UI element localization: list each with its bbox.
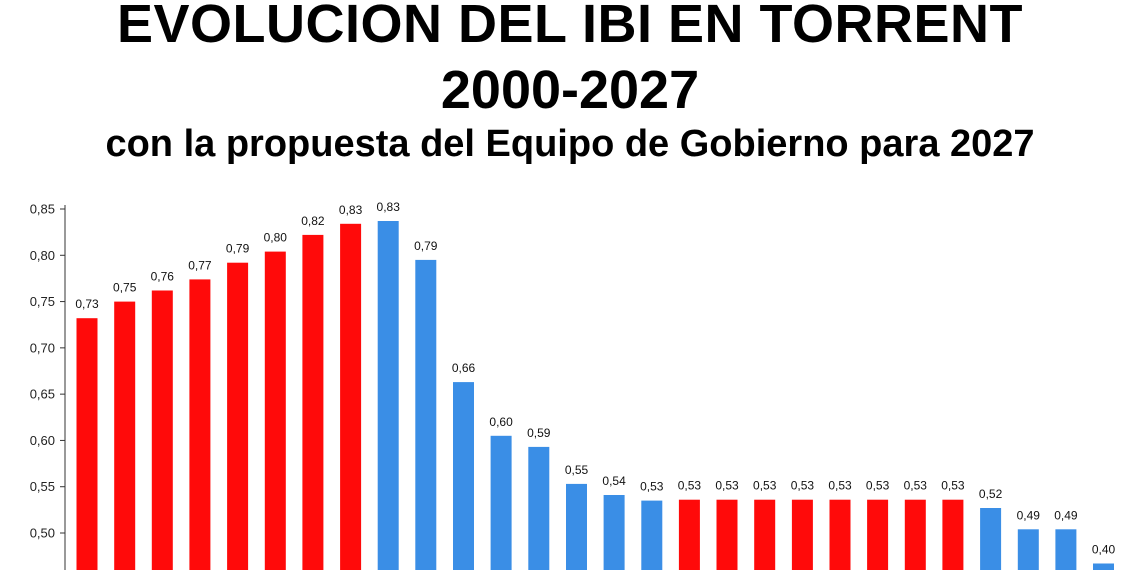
bar-value-label: 0,53 xyxy=(941,479,965,493)
y-tick-label: 0,85 xyxy=(30,202,55,217)
bar xyxy=(415,259,437,570)
bar xyxy=(264,251,286,570)
bar xyxy=(716,499,738,570)
bar-value-label: 0,76 xyxy=(151,270,175,284)
chart-title-line2: 2000-2027 xyxy=(440,60,700,120)
bar-value-label: 0,53 xyxy=(904,479,928,493)
bar-value-label: 0,53 xyxy=(866,479,890,493)
bar-value-label: 0,53 xyxy=(715,479,739,493)
bar xyxy=(76,318,98,570)
bar-value-label: 0,66 xyxy=(452,361,476,375)
bar xyxy=(227,262,249,570)
bar xyxy=(453,382,474,570)
bar xyxy=(528,446,550,570)
bar xyxy=(1017,529,1039,570)
bar-value-label: 0,59 xyxy=(527,426,551,440)
bar-value-label: 0,49 xyxy=(1017,508,1041,522)
y-tick-label: 0,65 xyxy=(30,387,55,402)
y-tick-label: 0,55 xyxy=(30,479,55,494)
bar xyxy=(151,290,173,570)
bar xyxy=(377,221,399,570)
bar xyxy=(678,499,700,570)
y-tick-label: 0,80 xyxy=(30,248,55,263)
bar-value-label: 0,55 xyxy=(565,463,589,477)
y-tick-label: 0,75 xyxy=(30,294,55,309)
y-tick-label: 0,50 xyxy=(30,526,55,541)
bar-value-label: 0,52 xyxy=(979,487,1003,501)
bar xyxy=(904,499,926,570)
bar-value-label: 0,80 xyxy=(264,231,288,245)
bar-value-label: 0,83 xyxy=(377,200,401,214)
bar xyxy=(980,508,1002,570)
bar-value-label: 0,40 xyxy=(1092,543,1116,557)
bar xyxy=(114,301,136,570)
bar-value-label: 0,77 xyxy=(188,258,212,272)
bar xyxy=(1093,563,1114,570)
bar-value-label: 0,53 xyxy=(753,479,777,493)
bar xyxy=(867,499,889,570)
bar-value-label: 0,82 xyxy=(301,214,325,228)
bar-value-label: 0,79 xyxy=(414,239,438,253)
bar xyxy=(302,234,324,570)
bar xyxy=(490,435,512,570)
chart-subtitle: con la propuesta del Equipo de Gobierno … xyxy=(105,123,1035,165)
bar-value-label: 0,60 xyxy=(489,415,513,429)
bar-value-label: 0,75 xyxy=(113,281,137,295)
chart-title-line1: EVOLUCION DEL IBI EN TORRENT xyxy=(116,0,1024,54)
bar-value-label: 0,53 xyxy=(678,479,702,493)
bar xyxy=(1055,529,1077,570)
y-tick-label: 0,60 xyxy=(30,433,55,448)
bar-value-label: 0,53 xyxy=(640,480,664,494)
bar xyxy=(340,223,362,570)
bar xyxy=(641,500,663,570)
bar-value-label: 0,53 xyxy=(828,479,852,493)
bar xyxy=(189,279,211,570)
bar-value-label: 0,79 xyxy=(226,242,250,256)
bar xyxy=(603,495,625,570)
y-tick-label: 0,70 xyxy=(30,340,55,355)
bar xyxy=(754,499,776,570)
bar xyxy=(942,499,964,570)
bar-value-label: 0,83 xyxy=(339,203,363,217)
bar xyxy=(566,483,587,570)
bar-value-label: 0,73 xyxy=(75,297,99,311)
bar xyxy=(829,499,851,570)
bar-value-label: 0,54 xyxy=(602,474,626,488)
bar xyxy=(791,499,813,570)
bar-value-label: 0,49 xyxy=(1054,508,1078,522)
bar-value-label: 0,53 xyxy=(791,479,815,493)
